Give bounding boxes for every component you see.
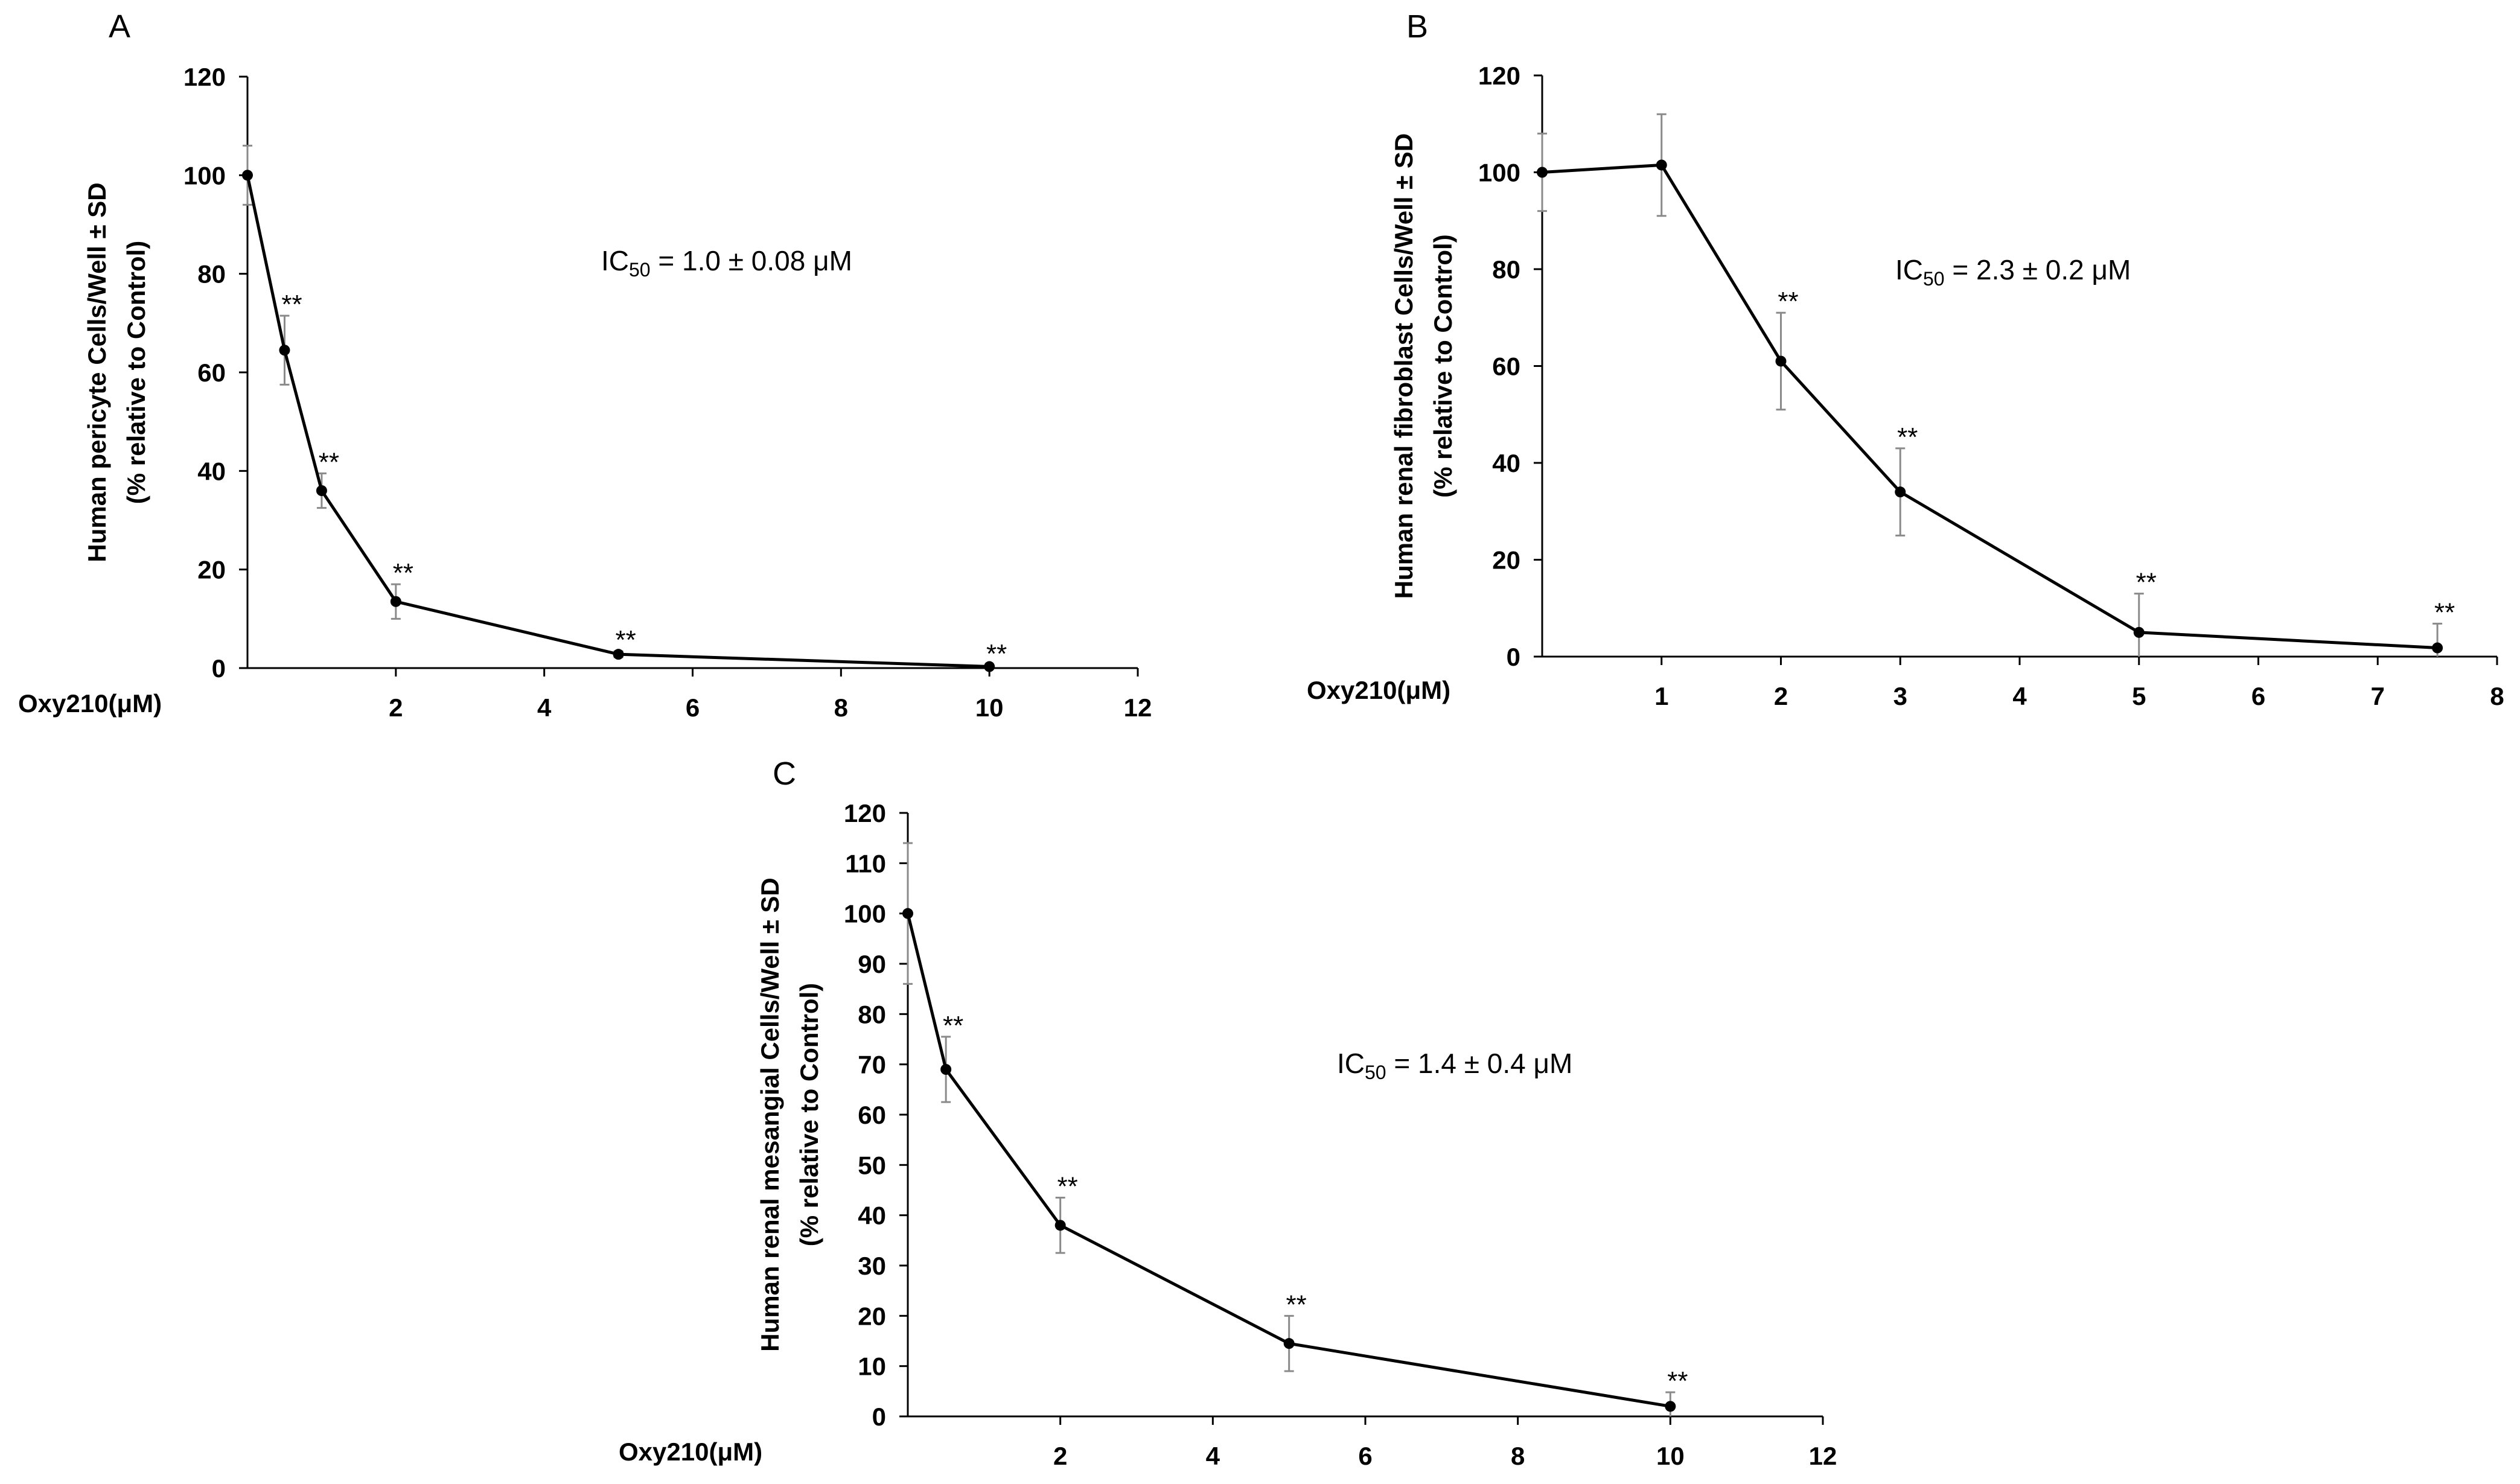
- x-tick-label: 2: [389, 693, 403, 722]
- y-tick-label: 50: [858, 1151, 886, 1179]
- y-tick-label: 20: [858, 1302, 886, 1330]
- data-point: [1895, 486, 1906, 498]
- significance-marker: **: [1057, 1172, 1078, 1202]
- data-point: [316, 485, 327, 496]
- y-tick-label: 20: [1492, 546, 1520, 575]
- panel-letter: C: [773, 756, 796, 792]
- x-tick-label: 8: [834, 693, 848, 722]
- y-tick-label: 0: [1507, 643, 1520, 671]
- error-bar: [2134, 593, 2144, 657]
- series-line: [246, 174, 990, 669]
- data-point: [1656, 159, 1667, 171]
- y-axis-label: Human renal mesangial Cells/Well ± SD: [756, 877, 784, 1352]
- data-point: [1054, 1220, 1066, 1231]
- y-tick-label: 120: [1478, 62, 1520, 90]
- y-tick-label: 40: [197, 457, 226, 485]
- x-tick-label: 7: [2371, 682, 2385, 710]
- significance-marker: **: [943, 1011, 963, 1040]
- y-tick-label: 110: [845, 849, 886, 877]
- data-point: [984, 661, 995, 672]
- x-tick-label: 5: [2132, 682, 2146, 710]
- panel-b: B 0 20 40 60 80 100 120 1 2 3 4 5 6 7 8 Oxy210(μM) Human …: [1307, 8, 2504, 710]
- x-tick-label: 12: [1124, 693, 1152, 722]
- data-point: [902, 908, 913, 919]
- y-tick-label: 80: [1492, 255, 1520, 284]
- data-point: [2133, 626, 2145, 638]
- y-tick-label: 0: [872, 1403, 886, 1431]
- y-tick-label: 40: [1492, 449, 1520, 477]
- y-tick-label: 90: [858, 950, 886, 978]
- data-point: [1665, 1401, 1676, 1412]
- x-tick-label: 1: [1654, 682, 1668, 710]
- x-tick-label: 4: [2012, 682, 2027, 710]
- x-tick-label: 4: [1206, 1442, 1220, 1470]
- y-tick-label: 80: [858, 1000, 886, 1028]
- data-point: [1283, 1338, 1295, 1349]
- x-tick-label: 6: [1358, 1442, 1372, 1470]
- significance-marker: **: [319, 447, 339, 477]
- significance-marker: **: [2434, 597, 2455, 627]
- significance-marker: **: [2136, 568, 2157, 597]
- series-line: [1542, 163, 2438, 650]
- y-axis-label: (% relative to Control): [122, 241, 150, 504]
- x-tick-label: 2: [1053, 1442, 1067, 1470]
- panel-letter: A: [109, 8, 130, 45]
- significance-marker: **: [1897, 422, 1918, 452]
- panel-a: A 0 20 40 60 80 100 120 2 4 6 8 10 12 Oxy210(μM) Human …: [18, 8, 1152, 722]
- y-tick-label: 120: [183, 63, 226, 91]
- data-point: [613, 649, 624, 660]
- y-tick-label: 20: [197, 556, 226, 584]
- x-tick-label: 4: [537, 693, 552, 722]
- x-tick-label: 6: [686, 693, 700, 722]
- x-tick-label: 10: [1656, 1442, 1685, 1470]
- ic50-annotation: IC50 = 1.4 ± 0.4 μM: [1337, 1048, 1572, 1083]
- y-tick-label: 120: [844, 799, 886, 827]
- x-tick-label: 10: [975, 693, 1004, 722]
- significance-marker: **: [615, 625, 636, 655]
- x-axis-label: Oxy210(μM): [619, 1438, 762, 1466]
- y-tick-label: 100: [844, 900, 886, 928]
- y-tick-label: 80: [197, 260, 226, 288]
- data-point: [2432, 642, 2443, 654]
- ic50-annotation: IC50 = 1.0 ± 0.08 μM: [601, 245, 852, 281]
- y-tick-label: 70: [858, 1051, 886, 1079]
- y-tick-label: 40: [858, 1202, 886, 1230]
- panel-letter: B: [1406, 8, 1428, 45]
- significance-marker: **: [281, 290, 302, 319]
- y-tick-label: 60: [858, 1101, 886, 1129]
- y-tick-label: 60: [1492, 352, 1520, 381]
- data-point: [242, 170, 253, 181]
- x-tick-label: 2: [1774, 682, 1788, 710]
- x-axis-label: Oxy210(μM): [18, 689, 162, 718]
- panel-c: C 0 10 20 30 40 50 60 70 80 90 100 110 120 2 4 6 8 10 12 Oxy…: [619, 756, 1837, 1470]
- x-tick-label: 6: [2251, 682, 2265, 710]
- data-point: [1775, 355, 1787, 367]
- y-axis-label: Human pericyte Cells/Well ± SD: [83, 182, 111, 562]
- y-tick-label: 10: [858, 1352, 886, 1381]
- y-axis-label: Human renal fibroblast Cells/Well ± SD: [1389, 133, 1418, 599]
- significance-marker: **: [1667, 1366, 1688, 1396]
- y-tick-label: 100: [183, 161, 226, 189]
- data-point: [940, 1064, 952, 1075]
- data-point: [390, 596, 401, 607]
- significance-marker: **: [986, 639, 1007, 669]
- significance-marker: **: [1286, 1290, 1307, 1319]
- ic50-annotation: IC50 = 2.3 ± 0.2 μM: [1895, 254, 2131, 290]
- significance-marker: **: [393, 558, 413, 588]
- y-tick-label: 0: [212, 654, 226, 683]
- data-point: [1537, 167, 1548, 178]
- x-axis-label: Oxy210(μM): [1307, 676, 1450, 704]
- y-axis-label: (% relative to Control): [1429, 234, 1457, 497]
- y-tick-label: 60: [197, 358, 226, 387]
- y-axis-label: (% relative to Control): [795, 983, 823, 1246]
- y-tick-label: 30: [858, 1252, 886, 1280]
- x-tick-label: 12: [1809, 1442, 1837, 1470]
- data-point: [279, 345, 290, 356]
- x-tick-label: 8: [2490, 682, 2504, 710]
- significance-marker: **: [1778, 287, 1798, 316]
- y-tick-label: 100: [1478, 159, 1520, 187]
- x-tick-label: 3: [1893, 682, 1907, 710]
- x-tick-label: 8: [1511, 1442, 1525, 1470]
